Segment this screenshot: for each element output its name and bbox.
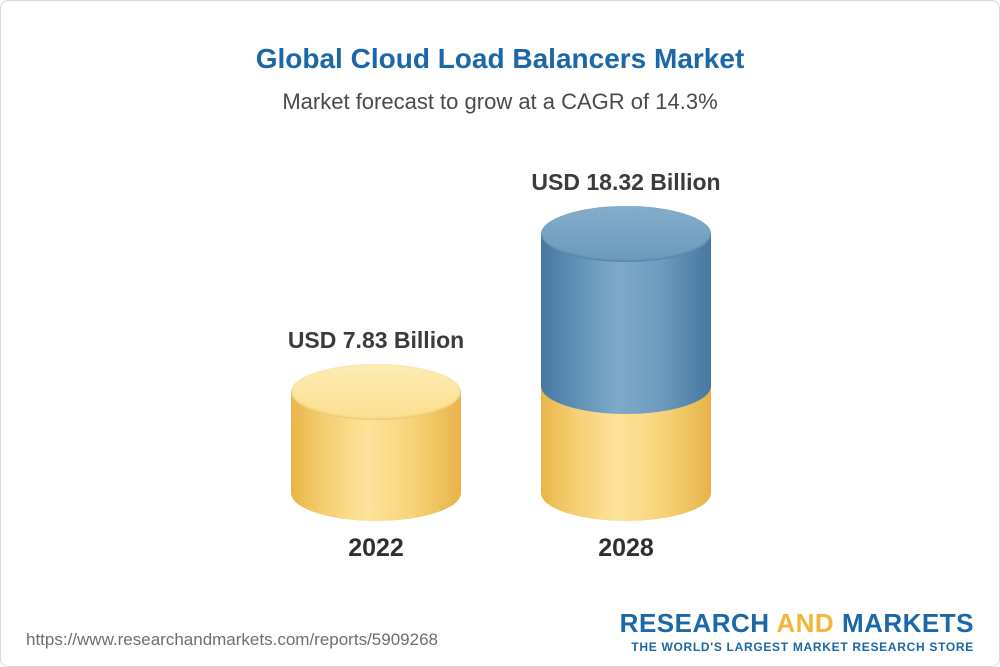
source-url-link[interactable]: https://www.researchandmarkets.com/repor… bbox=[26, 630, 438, 649]
research-and-markets-logo: RESEARCH AND MARKETS THE WORLD'S LARGEST… bbox=[619, 607, 974, 654]
logo-word-research: RESEARCH bbox=[619, 607, 770, 638]
value-label-2028: USD 18.32 Billion bbox=[531, 169, 721, 195]
page-title: Global Cloud Load Balancers Market bbox=[255, 43, 745, 74]
bar-2022 bbox=[291, 364, 461, 521]
bar-2022-cap bbox=[291, 364, 461, 420]
bar-2028-growth-segment bbox=[541, 234, 711, 414]
footer: https://www.researchandmarkets.com/repor… bbox=[26, 607, 974, 654]
logo-tagline: THE WORLD'S LARGEST MARKET RESEARCH STOR… bbox=[631, 640, 974, 654]
value-label-2022: USD 7.83 Billion bbox=[287, 327, 465, 353]
bar-2028 bbox=[541, 206, 711, 521]
axis-label-2022: 2022 bbox=[348, 534, 404, 562]
logo-word-and: AND bbox=[776, 607, 835, 638]
logo-wordmark: RESEARCH AND MARKETS bbox=[619, 607, 974, 638]
logo-word-markets: MARKETS bbox=[841, 607, 974, 638]
bar-2028-cap bbox=[541, 206, 711, 262]
chart-subtitle: Market forecast to grow at a CAGR of 14.… bbox=[282, 89, 718, 114]
axis-label-2028: 2028 bbox=[598, 534, 654, 562]
